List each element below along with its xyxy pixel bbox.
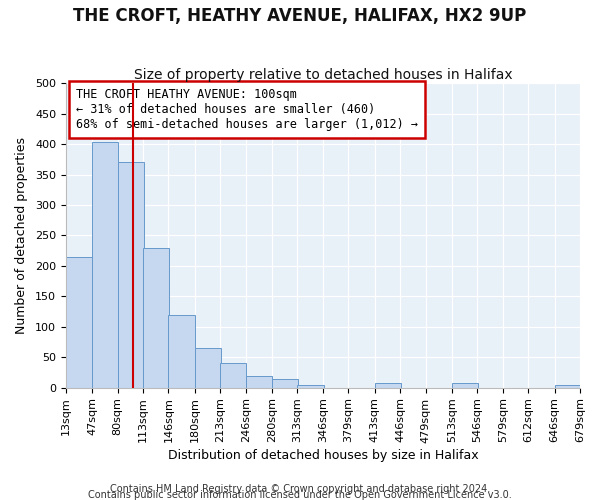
Bar [554, 384, 581, 388]
Bar [118, 162, 144, 388]
Bar [298, 384, 323, 388]
Bar [92, 142, 118, 388]
Bar [245, 376, 272, 388]
Text: THE CROFT, HEATHY AVENUE, HALIFAX, HX2 9UP: THE CROFT, HEATHY AVENUE, HALIFAX, HX2 9… [73, 8, 527, 26]
Bar [452, 383, 478, 388]
Text: THE CROFT HEATHY AVENUE: 100sqm
← 31% of detached houses are smaller (460)
68% o: THE CROFT HEATHY AVENUE: 100sqm ← 31% of… [76, 88, 418, 130]
Bar [272, 378, 298, 388]
Text: Contains HM Land Registry data © Crown copyright and database right 2024.: Contains HM Land Registry data © Crown c… [110, 484, 490, 494]
Bar [66, 257, 92, 388]
Bar [195, 348, 221, 388]
Text: Contains public sector information licensed under the Open Government Licence v3: Contains public sector information licen… [88, 490, 512, 500]
Bar [169, 314, 195, 388]
Title: Size of property relative to detached houses in Halifax: Size of property relative to detached ho… [134, 68, 512, 82]
Bar [374, 383, 401, 388]
Bar [220, 364, 247, 388]
Y-axis label: Number of detached properties: Number of detached properties [15, 137, 28, 334]
Bar [143, 248, 169, 388]
X-axis label: Distribution of detached houses by size in Halifax: Distribution of detached houses by size … [167, 450, 478, 462]
